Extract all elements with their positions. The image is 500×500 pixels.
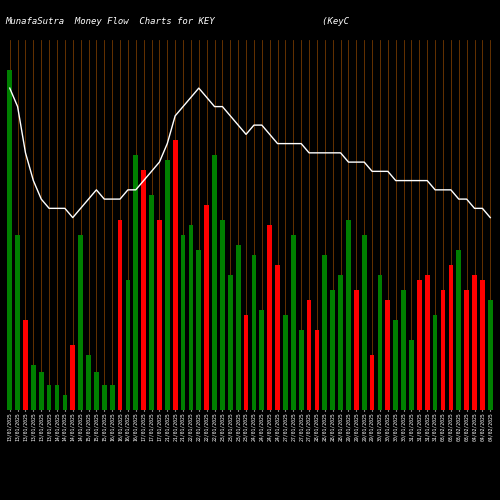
Bar [102, 385, 106, 410]
Bar [180, 235, 186, 410]
Bar [149, 195, 154, 410]
Bar [188, 225, 194, 410]
Bar [236, 245, 240, 410]
Bar [354, 290, 358, 410]
Bar [228, 275, 232, 410]
Bar [456, 250, 461, 410]
Bar [134, 155, 138, 410]
Bar [204, 205, 209, 410]
Bar [70, 345, 75, 410]
Bar [330, 290, 335, 410]
Text: MunafaSutra  Money Flow  Charts for KEY                    (KeyC                : MunafaSutra Money Flow Charts for KEY (K… [5, 18, 500, 26]
Bar [386, 300, 390, 410]
Bar [433, 315, 438, 410]
Bar [464, 290, 469, 410]
Bar [54, 385, 60, 410]
Bar [268, 225, 272, 410]
Bar [370, 355, 374, 410]
Bar [173, 140, 178, 410]
Bar [480, 280, 485, 410]
Bar [409, 340, 414, 410]
Bar [275, 265, 280, 410]
Bar [86, 355, 91, 410]
Bar [244, 315, 248, 410]
Bar [402, 290, 406, 410]
Bar [394, 320, 398, 410]
Bar [299, 330, 304, 410]
Bar [23, 320, 28, 410]
Bar [15, 235, 20, 410]
Bar [47, 385, 52, 410]
Bar [448, 265, 453, 410]
Bar [425, 275, 430, 410]
Bar [78, 235, 83, 410]
Bar [142, 170, 146, 410]
Bar [8, 70, 12, 410]
Bar [472, 275, 477, 410]
Bar [346, 220, 351, 410]
Bar [110, 385, 114, 410]
Bar [378, 275, 382, 410]
Bar [196, 250, 201, 410]
Bar [417, 280, 422, 410]
Bar [126, 280, 130, 410]
Bar [212, 155, 217, 410]
Bar [118, 220, 122, 410]
Bar [314, 330, 320, 410]
Bar [291, 235, 296, 410]
Bar [260, 310, 264, 410]
Bar [39, 372, 44, 410]
Bar [165, 160, 170, 410]
Bar [306, 300, 312, 410]
Bar [488, 300, 492, 410]
Bar [362, 235, 366, 410]
Bar [157, 220, 162, 410]
Bar [283, 315, 288, 410]
Bar [338, 275, 343, 410]
Bar [31, 365, 36, 410]
Bar [252, 255, 256, 410]
Bar [322, 255, 327, 410]
Bar [94, 372, 98, 410]
Bar [62, 395, 67, 410]
Bar [220, 220, 225, 410]
Bar [440, 290, 446, 410]
